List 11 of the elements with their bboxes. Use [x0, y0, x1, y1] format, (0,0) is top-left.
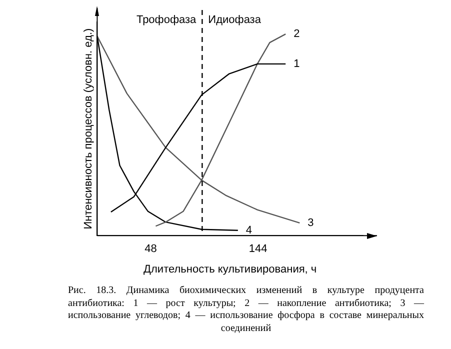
y-axis-title: Интенсивность процессов (условн. ед.): [82, 28, 95, 230]
x-axis-title: Длительность культивирования, ч: [144, 263, 317, 276]
series-label: 1: [294, 58, 300, 70]
series-label: 2: [294, 28, 300, 40]
series-label: 3: [308, 216, 314, 229]
series-label: 4: [246, 224, 252, 236]
text: Идиофаза: [208, 14, 262, 26]
x-tick-label: 48: [144, 243, 157, 256]
text: Трофофаза: [136, 14, 198, 26]
x-tick-label: 144: [248, 243, 268, 256]
text: Рис. 18.3. Динамика биохимических изменений в культуре продуцента антибиотика: 1 — рост культуры; 2 — накопление антибиотика; 3 — использование углеводов; 4 — использование фосфора в составе минеральных соединений: [68, 285, 424, 335]
